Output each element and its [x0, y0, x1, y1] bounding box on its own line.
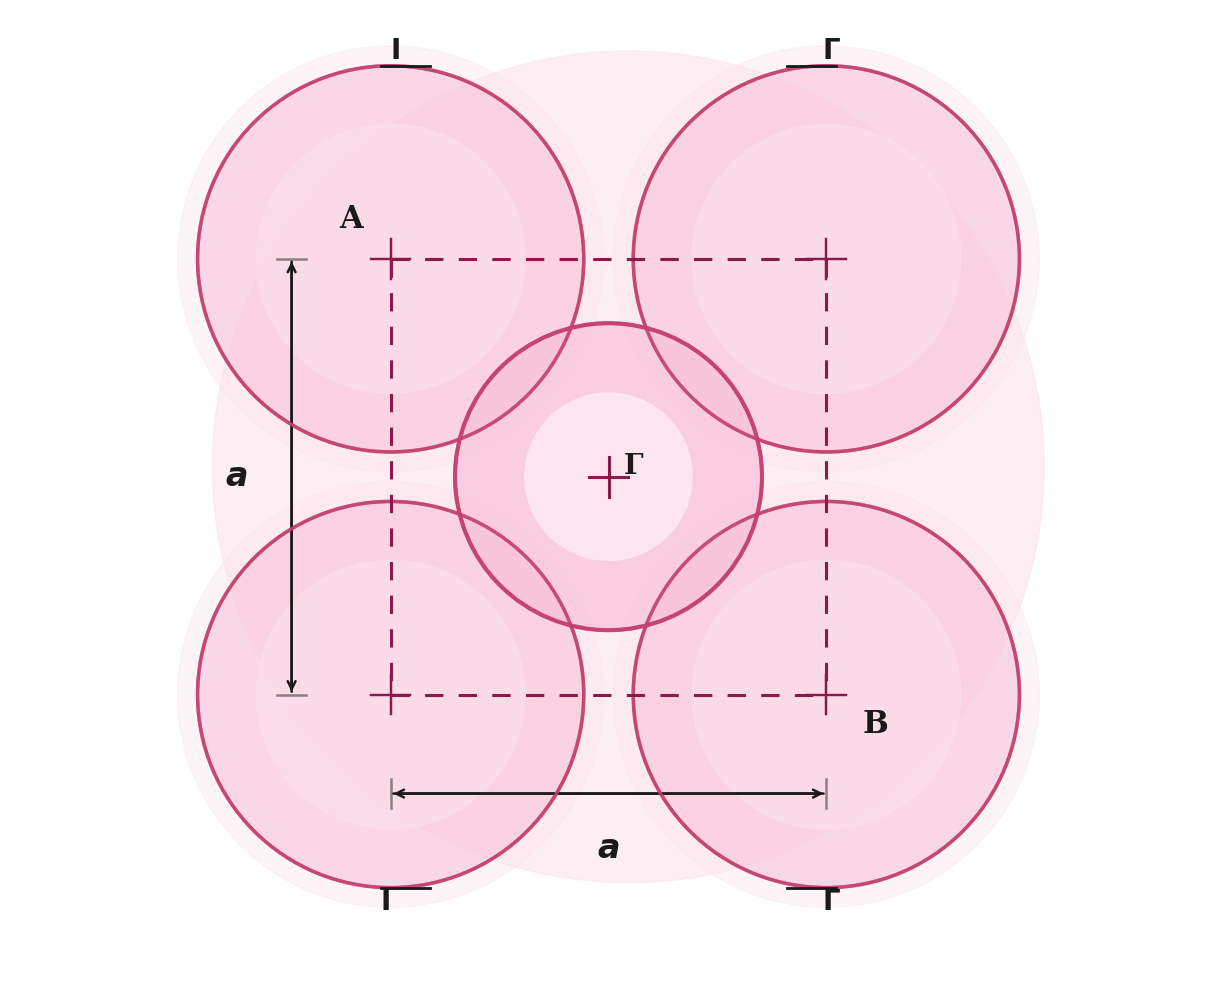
Circle shape	[178, 482, 604, 908]
Text: a: a	[226, 460, 248, 494]
Circle shape	[633, 66, 1020, 452]
Text: Γ: Γ	[623, 453, 643, 481]
Circle shape	[178, 46, 604, 472]
Text: Γ: Γ	[823, 37, 840, 65]
Text: I: I	[381, 889, 391, 917]
Circle shape	[691, 124, 961, 394]
Circle shape	[197, 66, 584, 452]
Circle shape	[633, 501, 1020, 888]
Circle shape	[691, 559, 961, 830]
Text: a: a	[598, 831, 619, 865]
Text: Γ: Γ	[823, 889, 840, 917]
Circle shape	[613, 482, 1039, 908]
Circle shape	[256, 124, 526, 394]
Text: I: I	[391, 37, 400, 65]
Circle shape	[213, 51, 1044, 883]
Circle shape	[455, 323, 762, 631]
Text: B: B	[863, 709, 888, 740]
Text: A: A	[340, 204, 363, 234]
Circle shape	[613, 46, 1039, 472]
Circle shape	[197, 501, 584, 888]
Circle shape	[525, 392, 692, 561]
Circle shape	[256, 559, 526, 830]
